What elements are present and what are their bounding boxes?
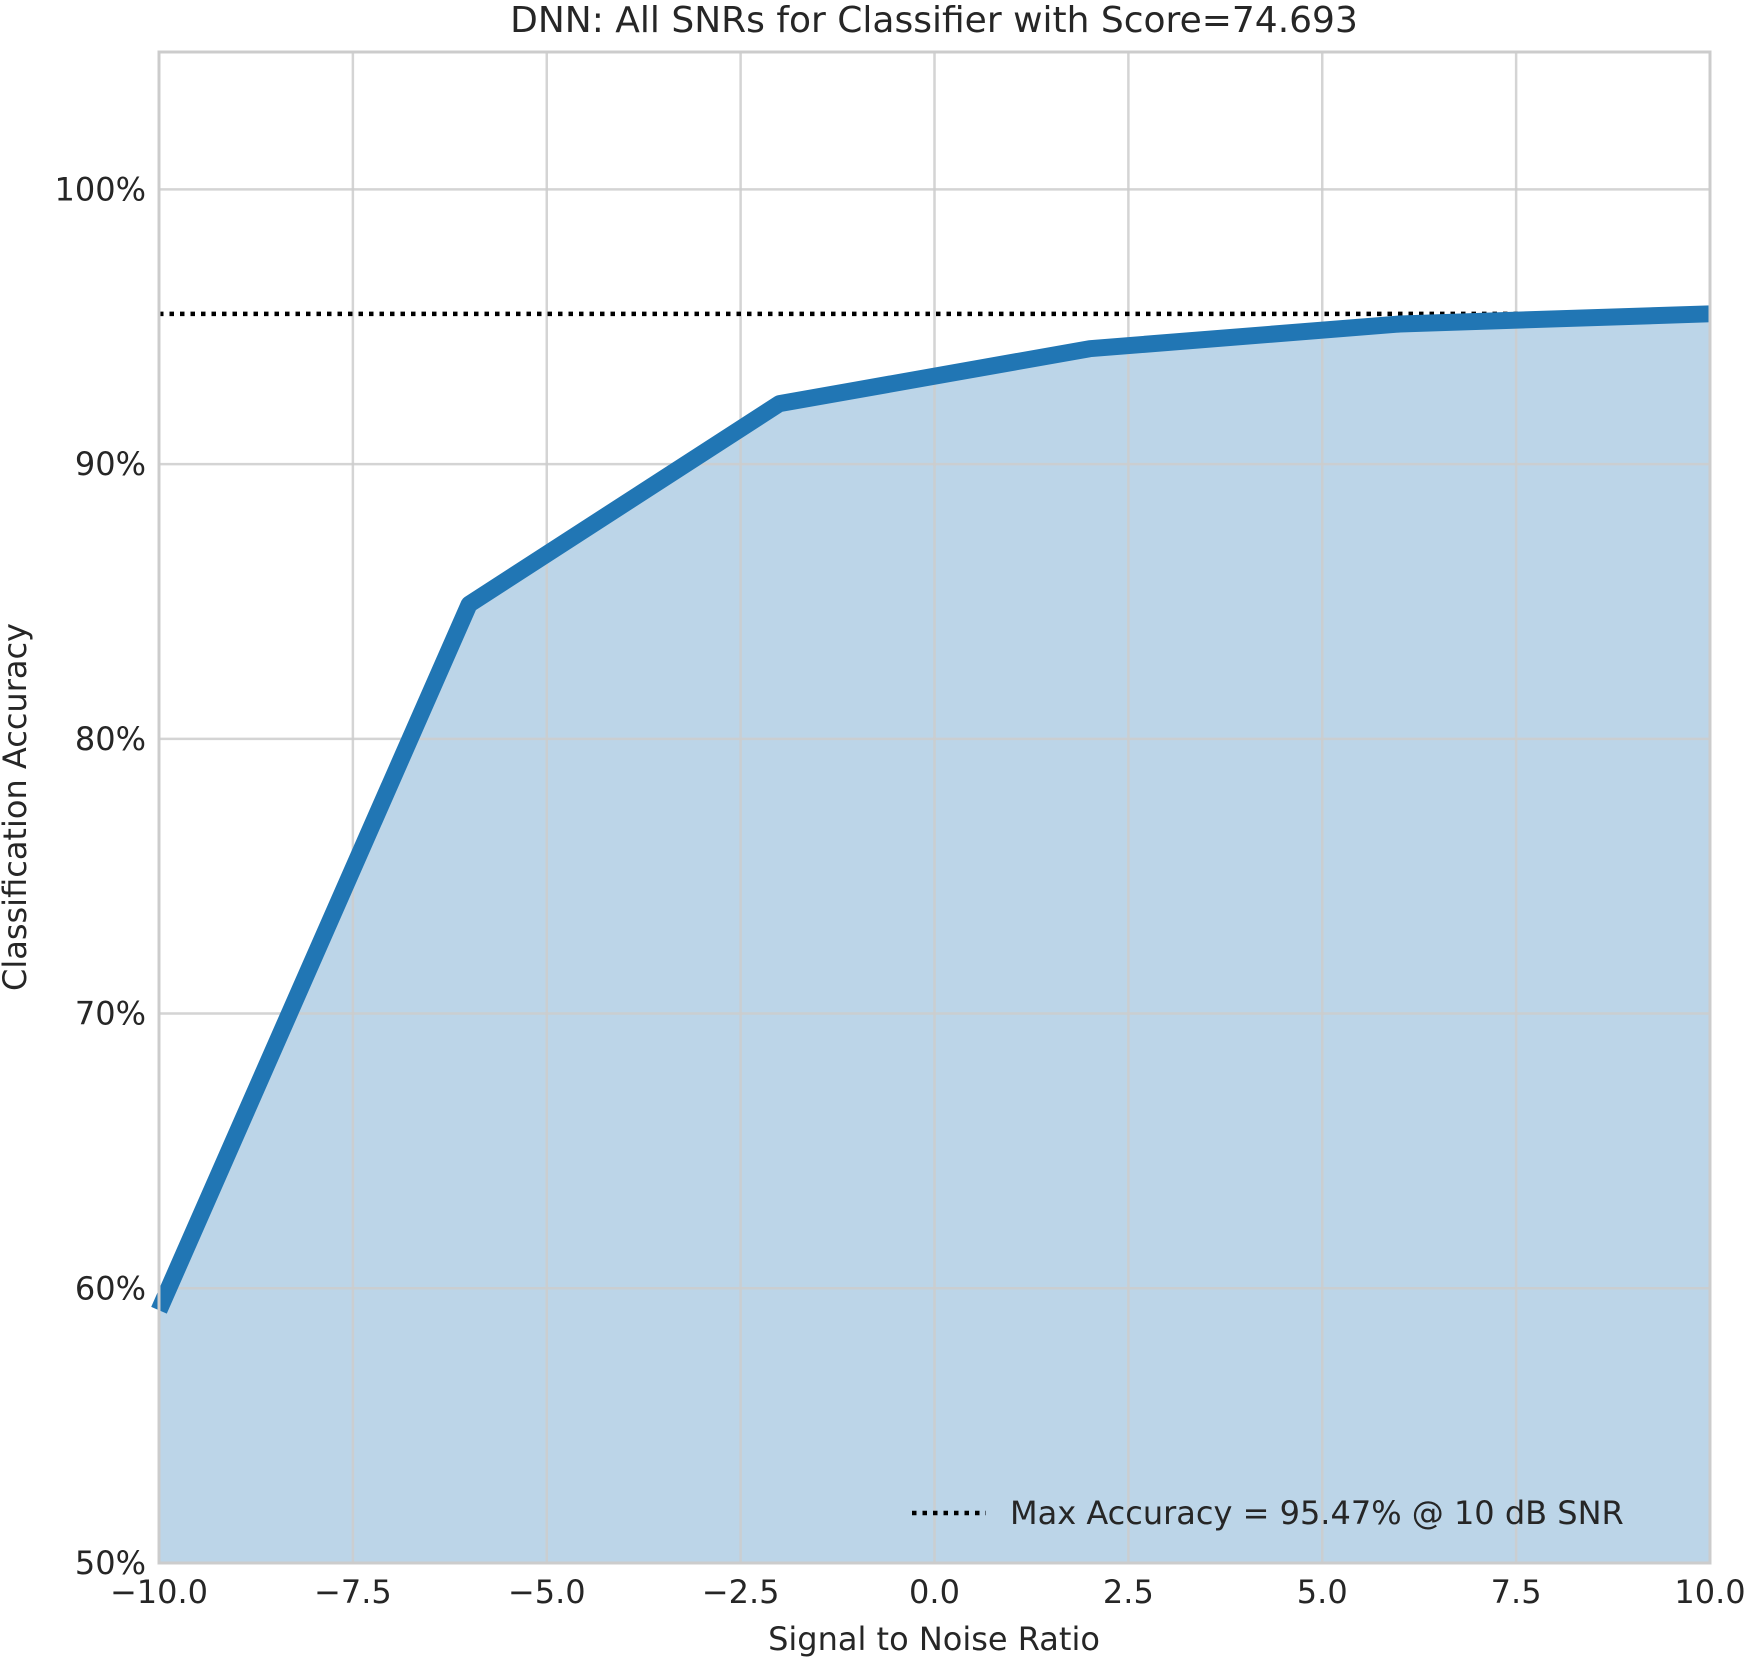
y-tick-labels: 50% 60% 70% 80% 90% 100% [55, 170, 146, 1582]
x-tick-label: −10.0 [110, 1573, 208, 1611]
y-tick-label: 90% [75, 445, 146, 483]
legend: Max Accuracy = 95.47% @ 10 dB SNR [912, 1494, 1624, 1532]
accuracy-series-line [151, 305, 1711, 1314]
plot-frame [157, 50, 1712, 1565]
data-point [468, 603, 470, 605]
x-tick-label: 0.0 [909, 1573, 960, 1611]
x-tick-label: 2.5 [1103, 1573, 1154, 1611]
x-tick-label: −2.5 [702, 1573, 780, 1611]
y-tick-label: 100% [55, 170, 146, 208]
x-tick-label: 10.0 [1674, 1573, 1745, 1611]
x-tick-label: −5.0 [508, 1573, 586, 1611]
x-axis-label: Signal to Noise Ratio [768, 1620, 1100, 1657]
data-point [1089, 348, 1091, 350]
chart-title: DNN: All SNRs for Classifier with Score=… [510, 0, 1358, 41]
y-tick-label: 60% [75, 1269, 146, 1307]
y-tick-label: 70% [75, 995, 146, 1033]
y-tick-label: 50% [75, 1544, 146, 1582]
x-tick-label: 7.5 [1491, 1573, 1542, 1611]
y-tick-label: 80% [75, 720, 146, 758]
x-tick-labels: −10.0 −7.5 −5.0 −2.5 0.0 2.5 5.0 7.5 10.0 [110, 1573, 1746, 1611]
y-axis-label: Classification Accuracy [0, 623, 34, 991]
data-point [1399, 323, 1401, 325]
x-tick-label: 5.0 [1297, 1573, 1348, 1611]
x-tick-label: −7.5 [314, 1573, 392, 1611]
legend-label: Max Accuracy = 95.47% @ 10 dB SNR [1010, 1494, 1624, 1532]
data-point [778, 403, 780, 405]
